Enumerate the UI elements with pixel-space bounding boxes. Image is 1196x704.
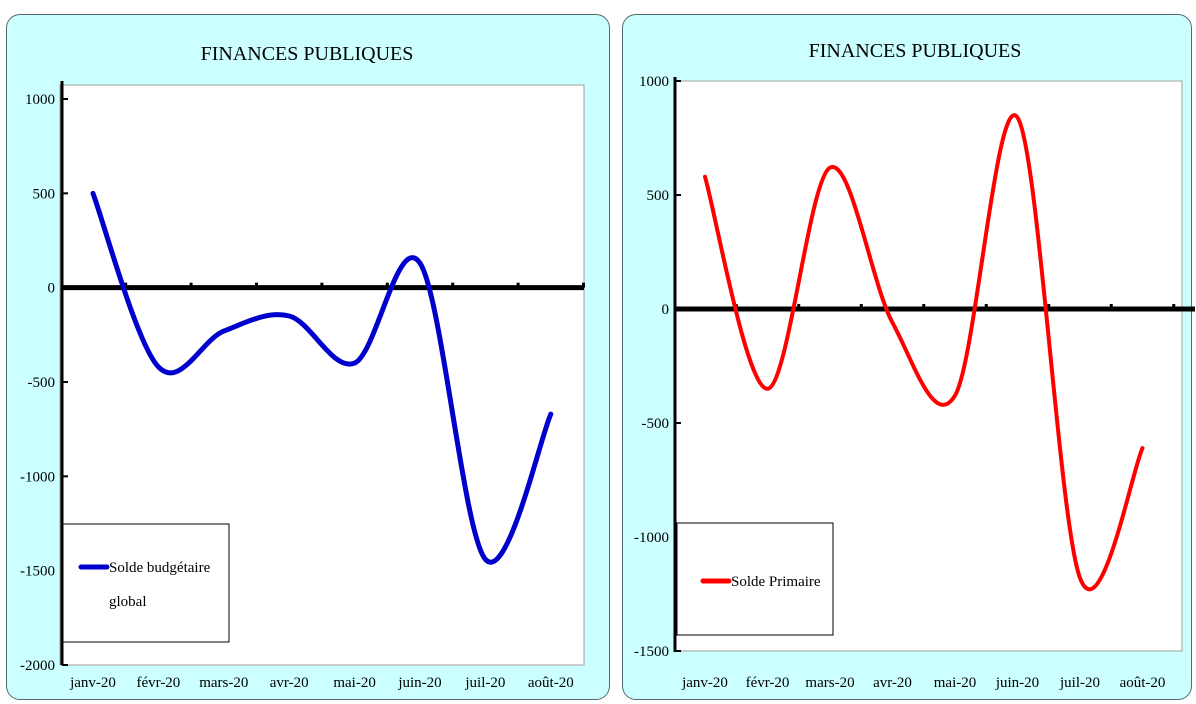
legend: Solde budgétaire global — [62, 523, 230, 643]
chart-svg: FINANCES PUBLIQUES 1000 500 0 -500 -1000 -150… — [634, 40, 1195, 691]
y-tick-label: 0 — [662, 302, 670, 318]
legend-label: Solde Primaire — [731, 574, 821, 590]
y-tick-label: -1000 — [634, 530, 669, 546]
y-tick-label: 500 — [33, 186, 56, 202]
x-tick-label: juin-20 — [995, 675, 1039, 691]
y-tick-label: 1000 — [25, 92, 55, 108]
x-tick-label: mars-20 — [199, 675, 248, 691]
x-tick-label: avr-20 — [270, 675, 309, 691]
x-tick-label: mai-20 — [333, 675, 376, 691]
chart-title: FINANCES PUBLIQUES — [201, 43, 414, 65]
x-tick-label: juil-20 — [1059, 675, 1100, 691]
x-tick-label: avr-20 — [873, 675, 912, 691]
x-tick-label: juil-20 — [464, 675, 505, 691]
y-tick-label: -2000 — [20, 658, 55, 674]
x-tick-label: févr-20 — [746, 675, 790, 691]
x-tick-label: mai-20 — [934, 675, 977, 691]
x-tick-label: août-20 — [528, 675, 574, 691]
x-tick-label: mars-20 — [805, 675, 854, 691]
y-tick-label: -1500 — [634, 644, 669, 660]
x-tick-label: févr-20 — [136, 675, 180, 691]
x-tick-label: août-20 — [1120, 675, 1166, 691]
y-tick-label: 0 — [48, 281, 56, 297]
y-tick-label: -1500 — [20, 564, 55, 580]
y-tick-label: -500 — [28, 375, 56, 391]
y-tick-label: -500 — [642, 416, 670, 432]
legend-label: Solde budgétaire global — [109, 560, 214, 610]
series-line-solde-primaire — [703, 113, 1145, 592]
y-tick-label: 1000 — [639, 74, 669, 90]
chart-panel-solde-primaire: FINANCES PUBLIQUES 1000 500 0 -500 -1000 -150… — [622, 14, 1195, 700]
x-tick-label: janv-20 — [69, 675, 116, 691]
y-tick-label: 500 — [647, 188, 670, 204]
chart-svg: FINANCES PUBLIQUES 1000 500 0 -500 -1000 -150… — [20, 43, 585, 691]
chart-panel-solde-budgetaire: FINANCES PUBLIQUES 1000 500 0 -500 -1000 -150… — [6, 14, 610, 700]
legend-box — [62, 523, 230, 643]
chart-title: FINANCES PUBLIQUES — [809, 40, 1022, 62]
legend: Solde Primaire — [676, 522, 834, 636]
x-tick-label: janv-20 — [681, 675, 728, 691]
series-line-solde-budgetaire — [90, 190, 554, 565]
x-tick-label: juin-20 — [397, 675, 441, 691]
y-tick-label: -1000 — [20, 469, 55, 485]
